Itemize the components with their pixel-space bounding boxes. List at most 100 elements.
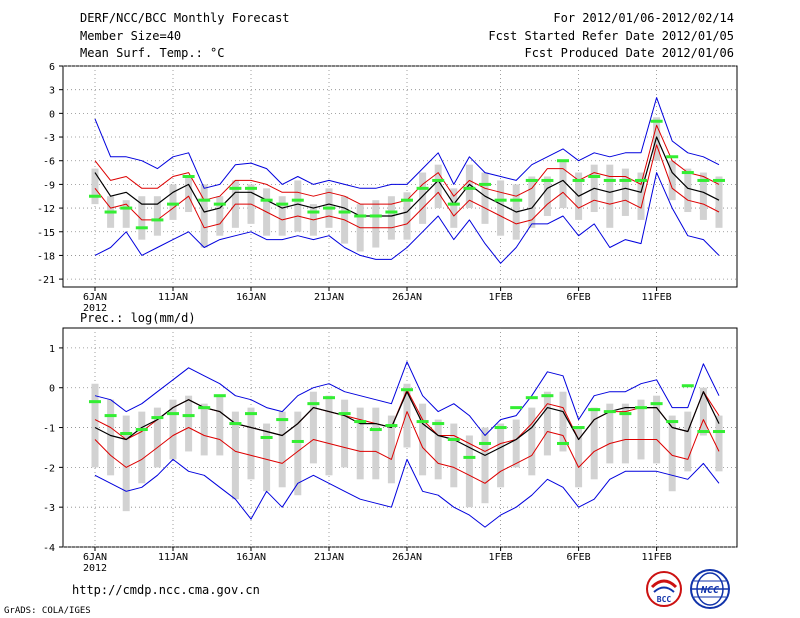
temp-spread-box: [185, 176, 193, 213]
prec-spread-box: [419, 403, 427, 476]
prec-spread-box: [91, 383, 99, 468]
temp-spread-box: [528, 176, 536, 228]
temp-obs-marker: [619, 178, 632, 182]
temp-obs-marker: [416, 186, 429, 190]
temp-spread-box: [278, 196, 286, 236]
prec-obs-marker: [401, 388, 413, 392]
temp-spread-box: [403, 192, 411, 240]
prec-obs-marker: [432, 422, 445, 426]
temp-obs-marker: [276, 202, 289, 206]
temp-obs-marker: [666, 155, 679, 159]
prec-obs-marker: [447, 437, 460, 441]
prec-obs-marker: [463, 455, 476, 459]
prec-xtick-label: 16JAN: [236, 552, 266, 563]
prec-obs-marker: [338, 412, 351, 416]
prec-obs-marker: [229, 422, 242, 426]
temp-min-line: [94, 172, 720, 264]
temp-obs-marker: [479, 182, 491, 186]
prec-obs-marker: [198, 406, 211, 410]
temp-obs-marker: [213, 202, 226, 206]
temp-obs-marker: [650, 119, 663, 123]
prec-obs-marker: [541, 394, 554, 398]
temp-max-line: [94, 97, 720, 189]
prec-xtick-label: 26JAN: [392, 552, 422, 563]
temp-obs-marker: [463, 186, 476, 190]
prec-obs-marker: [307, 402, 320, 406]
temp-spread-box: [122, 200, 130, 228]
prec-spread-box: [684, 411, 692, 472]
temp-obs-marker: [385, 210, 398, 214]
prec-spread-box: [621, 403, 629, 464]
temp-spread-box: [450, 188, 458, 228]
temp-obs-marker: [603, 178, 616, 182]
prec-obs-marker: [681, 384, 694, 388]
prec-obs-marker: [213, 394, 226, 398]
temp-spread-box: [91, 168, 99, 205]
prec-spread-box: [263, 423, 271, 492]
prec-spread-box: [138, 411, 146, 484]
temp-spread-box: [621, 168, 629, 216]
temp-obs-marker: [135, 226, 148, 230]
prec-frame: [62, 327, 738, 548]
prec-spread-box: [153, 407, 161, 468]
prec-obs-marker: [354, 420, 367, 424]
prec-spread-box: [715, 415, 723, 472]
temp-spread-box: [481, 172, 489, 224]
prec-spread-box: [325, 395, 333, 476]
temp-obs-marker: [432, 178, 445, 182]
prec-obs-marker: [603, 410, 616, 414]
prec-spread-box: [200, 403, 208, 456]
prec-spread-box: [247, 407, 255, 480]
prec-obs-marker: [151, 416, 164, 420]
prec-obs-marker: [635, 406, 647, 410]
prec-ytick-label: -1: [43, 424, 55, 435]
temp-xtick-label: 11FEB: [642, 292, 672, 303]
prec-spread-box: [481, 427, 489, 504]
prec-obs-marker: [291, 439, 304, 443]
ncc-logo: NCC: [688, 568, 732, 610]
prec-spread-box: [699, 387, 707, 436]
temp-obs-marker: [120, 206, 133, 210]
temp-spread-box: [138, 196, 146, 240]
produced-date: Fcst Produced Date 2012/01/06: [524, 46, 734, 60]
prec-spread-box: [606, 403, 614, 464]
prec-obs-marker: [276, 418, 289, 422]
prec-xtick-label: 21JAN: [314, 552, 344, 563]
temp-ytick-label: -18: [37, 251, 55, 262]
prec-obs-marker: [104, 414, 117, 418]
prec-obs-marker: [619, 412, 632, 416]
source-url[interactable]: http://cmdp.ncc.cma.gov.cn: [72, 583, 260, 597]
variable-label: Mean Surf. Temp.: °C: [80, 46, 225, 60]
temp-obs-marker: [245, 186, 257, 190]
temp-lower-line: [94, 144, 720, 229]
prec-spread-box: [668, 415, 676, 492]
prec-obs-marker: [416, 420, 429, 424]
prec-obs-marker: [182, 414, 195, 418]
temp-obs-marker: [369, 214, 382, 218]
chart-title: DERF/NCC/BCC Monthly Forecast: [80, 11, 290, 25]
temp-ytick-label: -6: [43, 157, 55, 168]
prec-spread-box: [309, 391, 317, 464]
temp-xtick-label: 6JAN: [83, 292, 107, 303]
temp-spread-box: [606, 164, 614, 228]
prec-ytick-label: -4: [43, 543, 55, 554]
temp-obs-marker: [167, 202, 179, 206]
temp-obs-marker: [89, 194, 101, 198]
temp-obs-marker: [697, 178, 710, 182]
temp-spread-box: [434, 164, 442, 209]
bcc-logo-text: BCC: [657, 595, 672, 604]
prec-obs-marker: [588, 408, 601, 412]
temp-obs-marker: [681, 171, 694, 175]
prec-obs-marker: [697, 430, 710, 434]
temp-obs-marker: [525, 178, 538, 182]
prec-ytick-label: -3: [43, 503, 55, 514]
prec-spread-box: [450, 423, 458, 488]
prec-obs-marker: [666, 420, 679, 424]
prec-min-line: [94, 458, 720, 528]
prec-spread-box: [543, 391, 551, 456]
temp-xtick-sublabel: 2012: [83, 303, 107, 314]
prec-spread-box: [512, 419, 520, 468]
temp-xtick-label: 16JAN: [236, 292, 266, 303]
prec-max-line: [94, 361, 720, 436]
prec-spread-box: [294, 411, 302, 496]
